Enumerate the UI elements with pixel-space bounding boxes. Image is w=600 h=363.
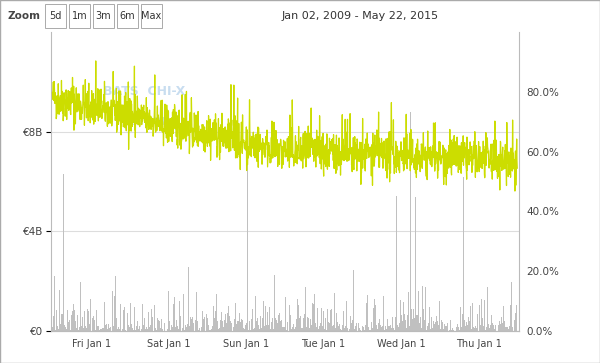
Text: 1m: 1m bbox=[71, 11, 88, 21]
FancyBboxPatch shape bbox=[141, 4, 162, 28]
FancyBboxPatch shape bbox=[117, 4, 138, 28]
Text: 3m: 3m bbox=[95, 11, 112, 21]
Text: Max: Max bbox=[142, 11, 161, 21]
FancyBboxPatch shape bbox=[93, 4, 114, 28]
Text: Zoom: Zoom bbox=[7, 11, 40, 21]
Text: 6m: 6m bbox=[119, 11, 136, 21]
FancyBboxPatch shape bbox=[69, 4, 90, 28]
Text: 5d: 5d bbox=[49, 11, 62, 21]
Text: EUROPE: EUROPE bbox=[112, 117, 178, 127]
Text: BATS  CHI-X: BATS CHI-X bbox=[103, 85, 186, 98]
Text: Jan 02, 2009 - May 22, 2015: Jan 02, 2009 - May 22, 2015 bbox=[281, 11, 439, 21]
FancyBboxPatch shape bbox=[45, 4, 66, 28]
